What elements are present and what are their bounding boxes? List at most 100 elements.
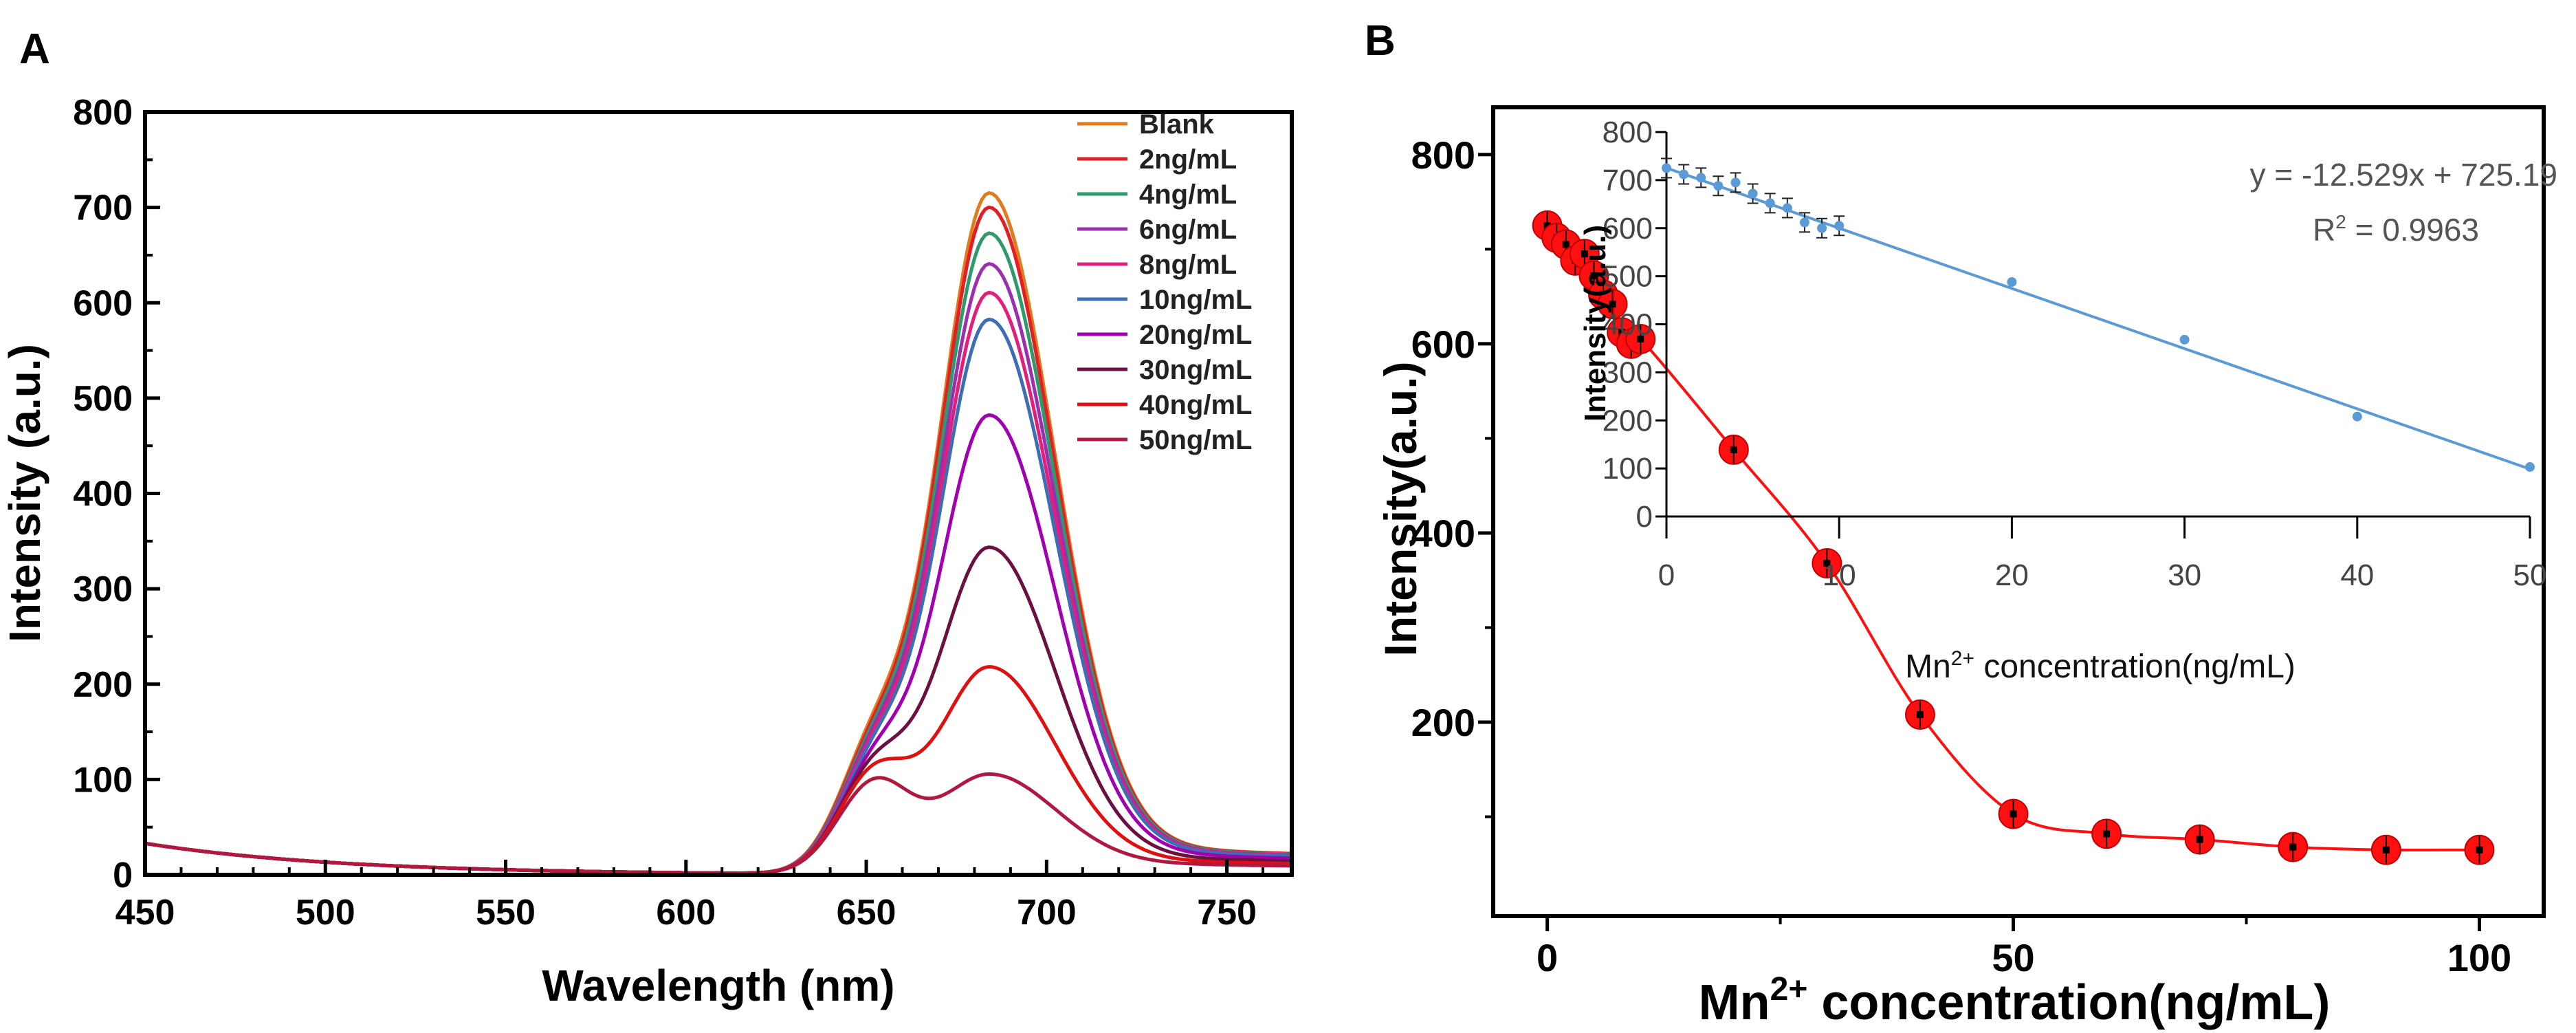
inset-x-label-superscript: 2+ bbox=[1951, 647, 1974, 670]
panel-a-x-axis-label: Wavelength (nm) bbox=[542, 961, 894, 1010]
inset-x-tick-label: 20 bbox=[1995, 558, 2029, 592]
inset-x-tick-label: 30 bbox=[2168, 558, 2201, 592]
panel-a-label: A bbox=[19, 25, 50, 73]
point-center bbox=[2289, 843, 2297, 851]
panel-a-ticks: 450 500 550 600 650 700 750 0 100 200 300 400 500 600… bbox=[73, 93, 1265, 933]
x-tick-label: 100 bbox=[2447, 936, 2511, 979]
r2-superscript: 2 bbox=[2335, 211, 2346, 232]
legend-item: Blank bbox=[1077, 109, 1215, 140]
inset-point-marker bbox=[1834, 221, 1845, 231]
inset-data-point bbox=[1781, 197, 1793, 219]
x-tick-label: 650 bbox=[837, 893, 896, 933]
data-point bbox=[1998, 798, 2029, 829]
inset-x-label-rest: concentration(ng/mL) bbox=[1974, 649, 2296, 685]
data-point bbox=[2184, 824, 2215, 855]
y-tick-label: 800 bbox=[73, 93, 133, 133]
data-point bbox=[2278, 831, 2309, 862]
x-tick-label: 700 bbox=[1017, 893, 1077, 933]
spectrum-line bbox=[144, 413, 1292, 876]
legend-label: 50ng/mL bbox=[1139, 425, 1252, 455]
data-point bbox=[2091, 818, 2122, 849]
x-tick-label: 550 bbox=[476, 893, 536, 933]
point-center bbox=[1590, 272, 1598, 279]
data-point bbox=[1718, 434, 1749, 465]
inset-point-marker bbox=[2352, 411, 2362, 422]
y-tick-label: 600 bbox=[1411, 323, 1475, 366]
point-center bbox=[1609, 301, 1616, 308]
legend-item: 2ng/mL bbox=[1077, 144, 1237, 175]
inset-point-marker bbox=[1730, 177, 1741, 188]
inset-points bbox=[1661, 157, 2535, 472]
inset-y-tick-label: 400 bbox=[1603, 308, 1653, 342]
y-tick-label: 700 bbox=[73, 188, 133, 228]
inset-data-point bbox=[1834, 215, 1845, 237]
point-center bbox=[2196, 836, 2203, 843]
inset-y-tick-label: 200 bbox=[1603, 404, 1653, 437]
point-center bbox=[2010, 810, 2017, 818]
point-center bbox=[1562, 241, 1570, 248]
y-tick-label: 200 bbox=[1411, 701, 1475, 744]
x-tick-label: 450 bbox=[115, 893, 175, 933]
inset-x-label-mn: Mn bbox=[1905, 649, 1951, 685]
point-center bbox=[2103, 830, 2111, 838]
panel-a-spectra-chart: 450 500 550 600 650 700 750 0 100 200 300 400 500 600… bbox=[0, 93, 1294, 1010]
inset-data-point bbox=[1661, 157, 1672, 179]
legend-item: 8ng/mL bbox=[1077, 250, 1237, 280]
inset-regression-line bbox=[1666, 166, 2531, 470]
y-tick-label: 0 bbox=[113, 856, 133, 895]
inset-y-tick-label: 300 bbox=[1603, 356, 1653, 389]
inset-y-tick-label: 100 bbox=[1603, 452, 1653, 486]
x-tick-label: 500 bbox=[296, 893, 355, 933]
r2-prefix: R bbox=[2313, 212, 2335, 248]
inset-data-point bbox=[1747, 183, 1759, 204]
spectrum-line bbox=[144, 290, 1292, 876]
panel-b-plot-frame bbox=[1491, 105, 2546, 918]
spectrum-line bbox=[144, 317, 1292, 876]
y-tick-label: 400 bbox=[73, 475, 133, 514]
inset-point-marker bbox=[1782, 203, 1792, 213]
inset-data-point bbox=[2007, 277, 2017, 287]
inset-point-marker bbox=[1765, 198, 1775, 208]
inset-point-marker bbox=[1748, 188, 1758, 199]
inset-data-point bbox=[1713, 175, 1724, 197]
inset-x-tick-label: 10 bbox=[1823, 558, 1856, 592]
legend-item: 20ng/mL bbox=[1077, 320, 1252, 350]
regression-equation: y = -12.529x + 725.19 bbox=[2249, 157, 2557, 193]
inset-data-point bbox=[2352, 411, 2362, 422]
inset-y-tick-label: 0 bbox=[1636, 500, 1653, 534]
panel-b-fit-curve bbox=[1546, 224, 2480, 852]
inset-x-tick-label: 50 bbox=[2513, 558, 2547, 592]
data-point bbox=[1904, 699, 1935, 730]
inset-point-marker bbox=[1662, 163, 1671, 173]
inset-data-point bbox=[1816, 217, 1828, 239]
inset-point-marker bbox=[1817, 223, 1827, 233]
panel-b-label: B bbox=[1365, 17, 1396, 65]
y-tick-label: 100 bbox=[73, 760, 133, 800]
legend-label: 2ng/mL bbox=[1139, 144, 1237, 175]
point-center bbox=[1916, 711, 1924, 719]
y-tick-label: 200 bbox=[73, 665, 133, 705]
inset-point-marker bbox=[1679, 169, 1689, 180]
inset-point-marker bbox=[1696, 173, 1706, 183]
point-center bbox=[1823, 559, 1831, 567]
inset-y-tick-label: 800 bbox=[1603, 116, 1653, 149]
legend-item: 10ng/mL bbox=[1077, 285, 1252, 315]
data-point bbox=[2464, 834, 2495, 865]
data-point bbox=[1597, 289, 1628, 320]
x-tick-label: 600 bbox=[656, 893, 716, 933]
y-tick-label: 600 bbox=[73, 283, 133, 323]
inset-y-tick-label: 700 bbox=[1603, 164, 1653, 197]
inset-data-point bbox=[1764, 193, 1776, 214]
x-label-rest: concentration(ng/mL) bbox=[1807, 975, 2330, 1030]
inset-point-marker bbox=[2007, 277, 2017, 287]
x-tick-label: 750 bbox=[1197, 893, 1257, 933]
inset-point-marker bbox=[2179, 334, 2190, 345]
legend: Blank 2ng/mL 4ng/mL 6ng/mL 8ng/mL 10ng/mL 20ng… bbox=[1077, 109, 1252, 455]
legend-label: 20ng/mL bbox=[1139, 320, 1252, 350]
inset-x-tick-label: 0 bbox=[1658, 558, 1675, 592]
